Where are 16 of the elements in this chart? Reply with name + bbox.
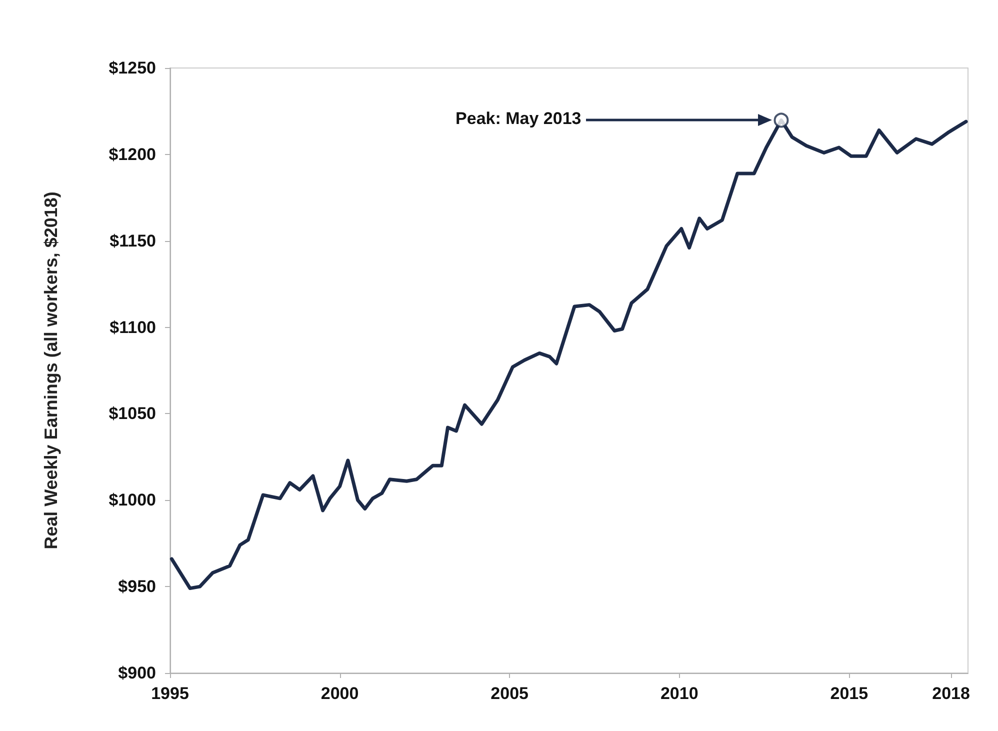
y-axis-title: Real Weekly Earnings (all workers, $2018) (41, 192, 61, 550)
y-tick-label: $900 (118, 664, 156, 682)
y-tick-label: $1000 (108, 490, 156, 510)
x-tick-label: 2018 (932, 684, 970, 703)
x-tick-label: 2005 (490, 684, 528, 703)
y-tick-label: $1050 (108, 404, 156, 424)
x-tick-label: 1995 (151, 684, 189, 703)
x-tick-label: 2010 (660, 684, 698, 703)
y-tick-label: $950 (118, 577, 156, 596)
y-tick-label: $1150 (110, 231, 156, 250)
x-tick-label: 2000 (320, 684, 359, 703)
y-tick-label: $1100 (110, 318, 156, 337)
annotation: Peak: May 2013 (456, 109, 582, 130)
x-tick-label: 2015 (830, 684, 868, 703)
y-tick-label: $1200 (108, 144, 156, 164)
y-tick-label: $1250 (108, 58, 156, 78)
